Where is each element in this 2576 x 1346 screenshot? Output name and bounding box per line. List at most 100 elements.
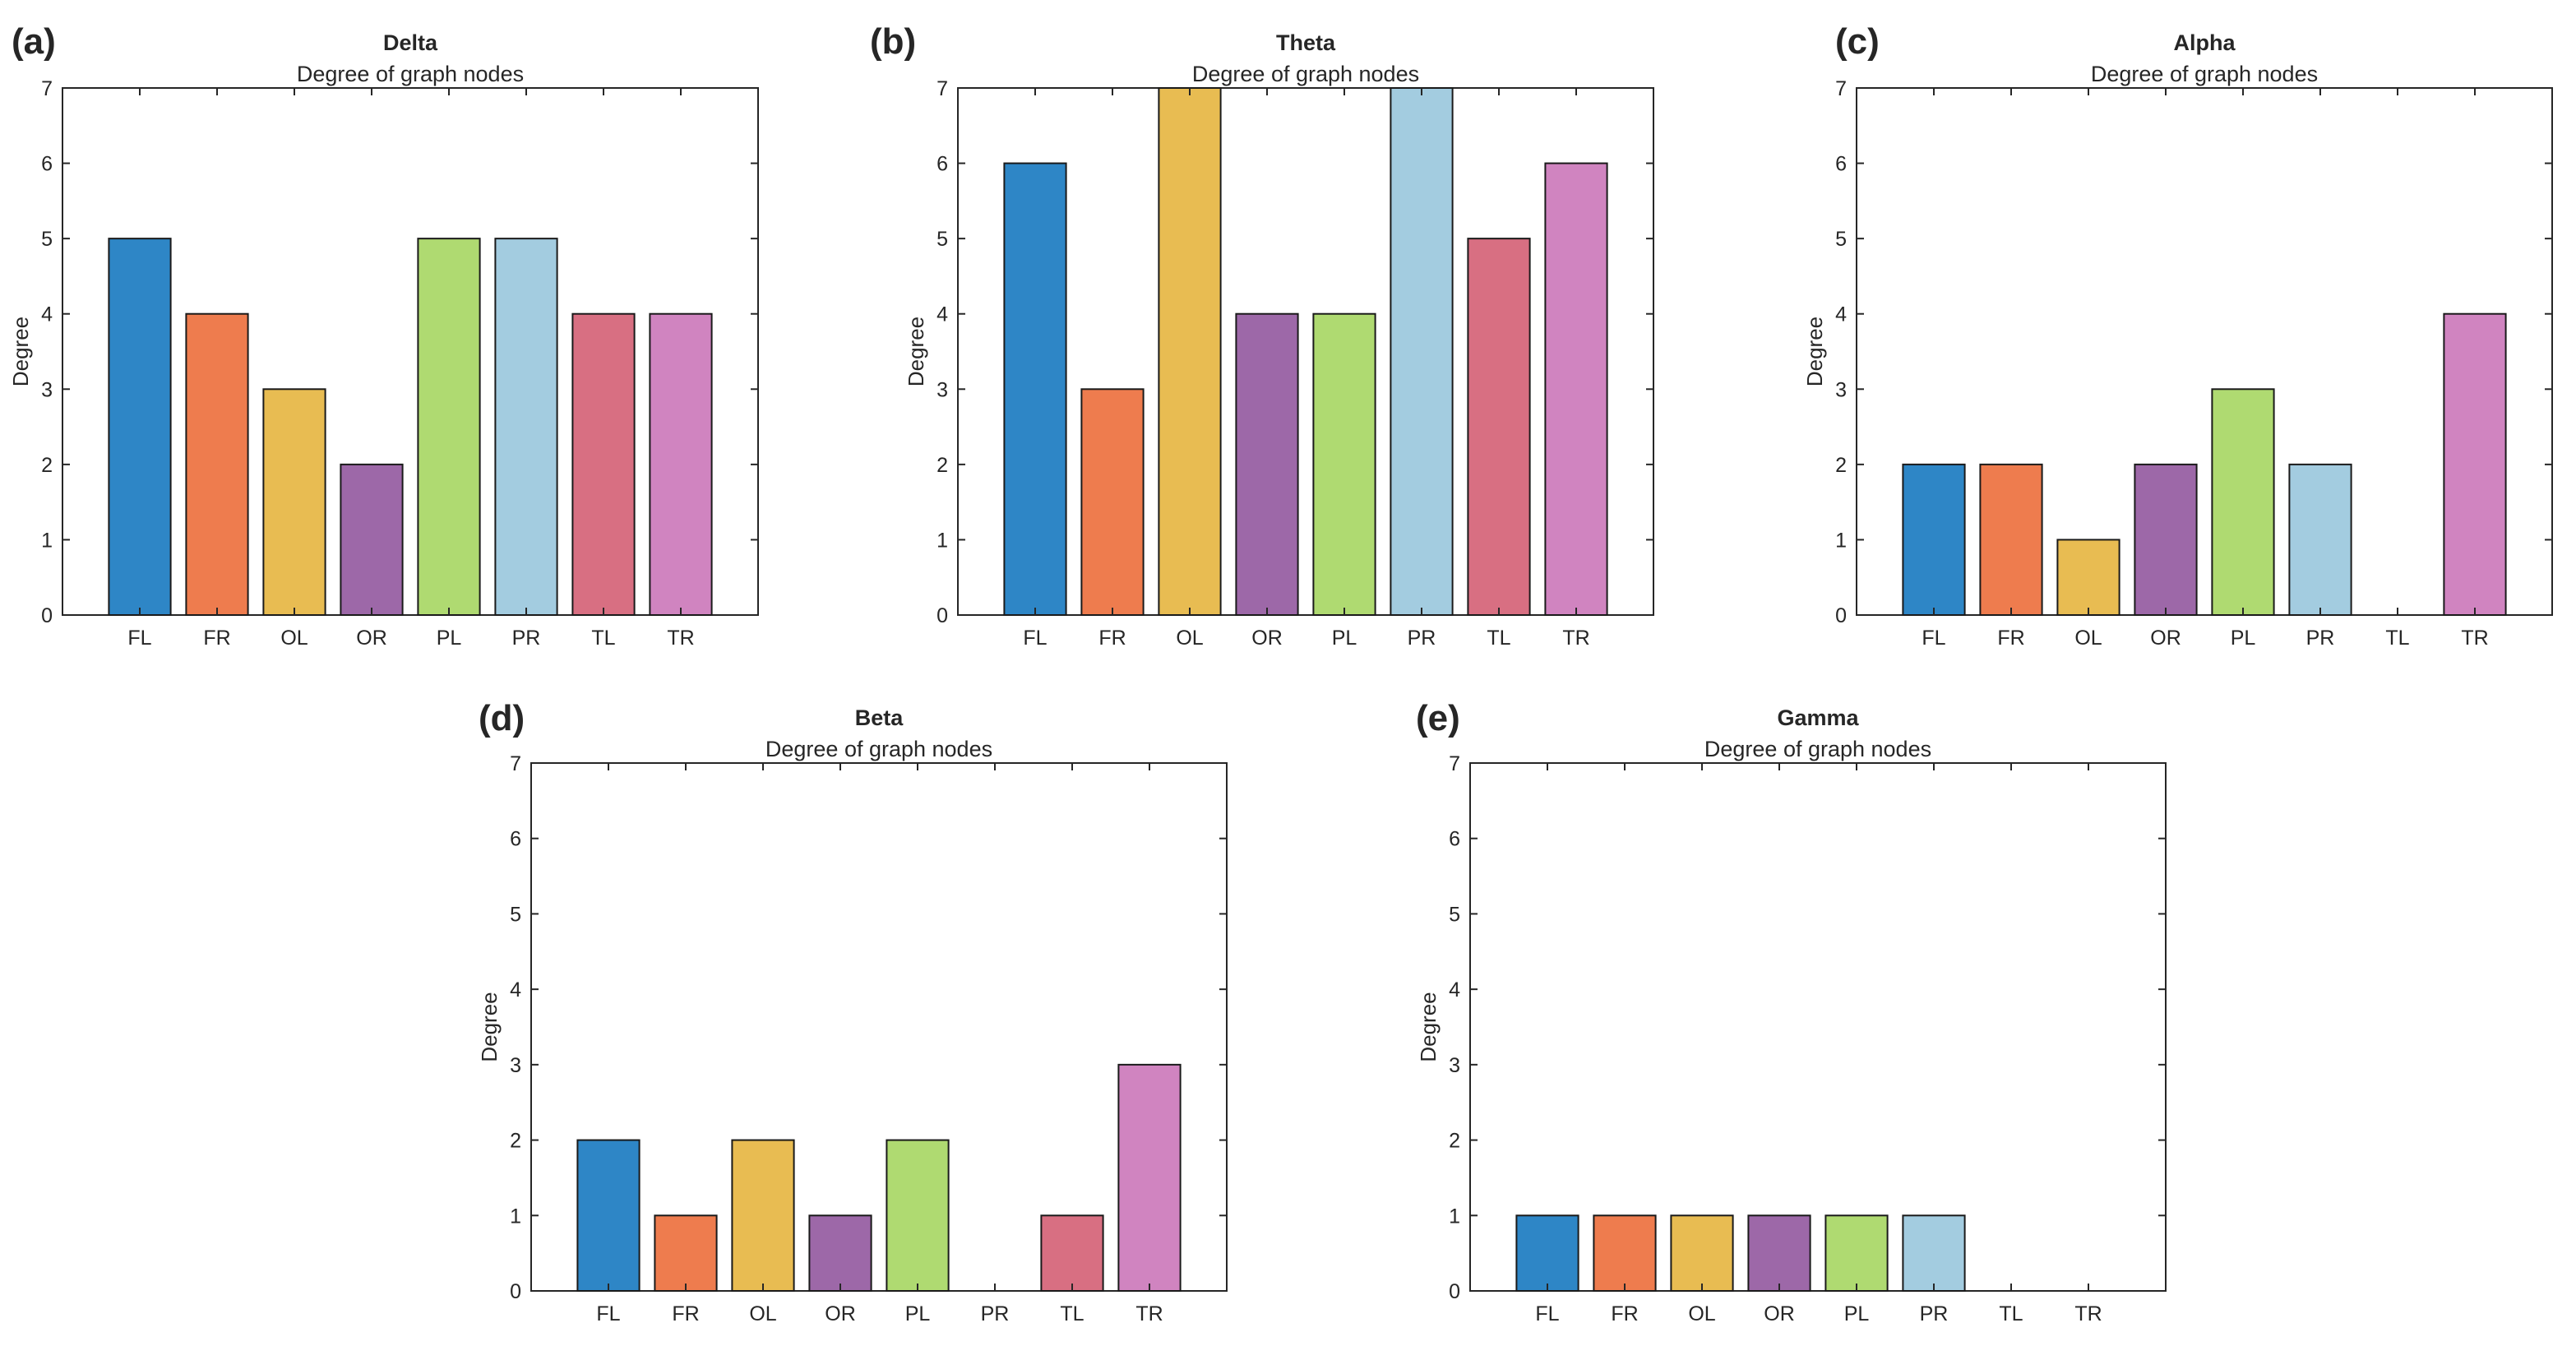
x-tick-label: PL — [2231, 627, 2256, 650]
chart-title: Delta — [383, 30, 438, 55]
x-tick-label: FR — [203, 627, 230, 650]
y-tick-label: 1 — [937, 529, 948, 552]
chart-title: Beta — [855, 705, 904, 730]
x-tick-label: OL — [280, 627, 308, 650]
panel-label: (a) — [12, 21, 56, 62]
x-tick-label: FL — [1535, 1302, 1559, 1325]
x-tick-label: OR — [356, 627, 387, 650]
y-tick-label: 1 — [41, 529, 53, 552]
y-tick-label: 3 — [1449, 1054, 1460, 1077]
y-tick-label: 2 — [1449, 1130, 1460, 1153]
x-tick-label: PL — [1332, 627, 1357, 650]
bar-pr — [1390, 87, 1454, 616]
x-tick-label: FR — [1997, 627, 2024, 650]
y-axis-label: Degree — [8, 317, 33, 386]
bar-tl — [571, 312, 636, 616]
x-tick-label: TL — [2385, 627, 2409, 650]
x-tick-label: TL — [1060, 1302, 1084, 1325]
y-tick-label: 0 — [937, 604, 948, 627]
bar-pl — [2211, 388, 2275, 616]
bar-pl — [417, 238, 481, 616]
y-tick-label: 7 — [1835, 77, 1847, 100]
bar-pr — [2288, 463, 2352, 616]
bar-or — [1235, 312, 1299, 616]
panel-label: (d) — [479, 698, 525, 738]
x-tick-label: PR — [981, 1302, 1010, 1325]
y-tick-label: 7 — [937, 77, 948, 100]
bar-fr — [185, 312, 249, 616]
bar-fl — [1902, 463, 1966, 616]
chart-panel-alpha: (c) Alpha Degree of graph nodes 0 1 2 3 4 5 6 7 Deg… — [1802, 21, 2553, 650]
bar-fr — [1979, 463, 2043, 616]
x-tick-label: PL — [1844, 1302, 1870, 1325]
bar-pl — [886, 1139, 950, 1292]
panel-label: (e) — [1416, 698, 1460, 738]
x-tick-label: PR — [2306, 627, 2335, 650]
axes-box — [1856, 87, 2553, 616]
x-tick-label: TL — [1487, 627, 1510, 650]
y-tick-label: 2 — [937, 454, 948, 477]
x-tick-label: OR — [825, 1302, 856, 1325]
x-tick-label: TL — [591, 627, 615, 650]
chart-title: Gamma — [1777, 705, 1859, 730]
y-tick-label: 6 — [41, 153, 53, 176]
bar-ol — [2056, 539, 2120, 617]
y-tick-label: 4 — [937, 303, 948, 326]
x-tick-label: PR — [1408, 627, 1436, 650]
x-tick-label: PR — [512, 627, 541, 650]
y-tick-label: 1 — [1835, 529, 1847, 552]
x-tick-label: OL — [2074, 627, 2102, 650]
y-tick-label: 2 — [510, 1130, 521, 1153]
x-tick-label: FL — [127, 627, 151, 650]
axes-box — [1469, 762, 2167, 1292]
y-tick-label: 3 — [937, 378, 948, 401]
bar-pr — [1902, 1214, 1966, 1293]
y-axis-label: Degree — [1416, 992, 1441, 1062]
x-tick-label: FL — [596, 1302, 620, 1325]
chart-panel-theta: (b) Theta Degree of graph nodes 0 1 2 3 4 5 6 7 Deg… — [870, 21, 1654, 650]
bar-fl — [1003, 162, 1067, 617]
x-tick-label: OL — [1688, 1302, 1715, 1325]
chart-subtitle: Degree of graph nodes — [1704, 737, 1931, 761]
y-tick-label: 3 — [1835, 378, 1847, 401]
y-tick-label: 5 — [1835, 228, 1847, 251]
x-tick-label: PL — [905, 1302, 931, 1325]
y-tick-label: 0 — [1835, 604, 1847, 627]
x-tick-label: OR — [1764, 1302, 1795, 1325]
bar-tr — [1544, 162, 1608, 617]
bar-fr — [1593, 1214, 1657, 1293]
y-tick-label: 5 — [937, 228, 948, 251]
bar-pl — [1824, 1214, 1889, 1293]
x-tick-label: PL — [437, 627, 462, 650]
y-tick-label: 6 — [510, 828, 521, 851]
x-tick-label: OR — [2150, 627, 2181, 650]
y-axis-label: Degree — [904, 317, 928, 386]
y-tick-label: 1 — [1449, 1205, 1460, 1228]
panel-label: (b) — [870, 21, 916, 62]
chart-title: Theta — [1276, 30, 1336, 55]
bar-fl — [1515, 1214, 1579, 1293]
x-tick-label: TR — [2461, 627, 2488, 650]
x-tick-label: OL — [1176, 627, 1203, 650]
y-tick-label: 1 — [510, 1205, 521, 1228]
bar-fr — [654, 1214, 718, 1293]
x-tick-label: PR — [1920, 1302, 1949, 1325]
y-tick-label: 4 — [41, 303, 53, 326]
x-tick-label: TR — [2074, 1302, 2102, 1325]
bar-fl — [108, 238, 172, 616]
chart-subtitle: Degree of graph nodes — [765, 737, 992, 761]
axes-box — [957, 87, 1654, 616]
y-tick-label: 3 — [510, 1054, 521, 1077]
y-tick-label: 4 — [1449, 978, 1460, 1001]
chart-panel-beta: (d) Beta Degree of graph nodes 0 1 2 3 4 5 6 7 Degr… — [477, 698, 1228, 1325]
bar-tr — [1117, 1063, 1182, 1293]
chart-panel-delta: (a) Delta Degree of graph nodes 0 1 2 3 4 5 6 7 Deg… — [8, 21, 759, 650]
x-tick-label: TR — [667, 627, 694, 650]
bar-fr — [1080, 388, 1145, 616]
y-tick-label: 7 — [41, 77, 53, 100]
y-tick-label: 2 — [41, 454, 53, 477]
chart-subtitle: Degree of graph nodes — [1192, 62, 1419, 86]
x-tick-label: TR — [1135, 1302, 1163, 1325]
x-tick-label: FR — [1098, 627, 1126, 650]
bar-tr — [649, 312, 713, 616]
